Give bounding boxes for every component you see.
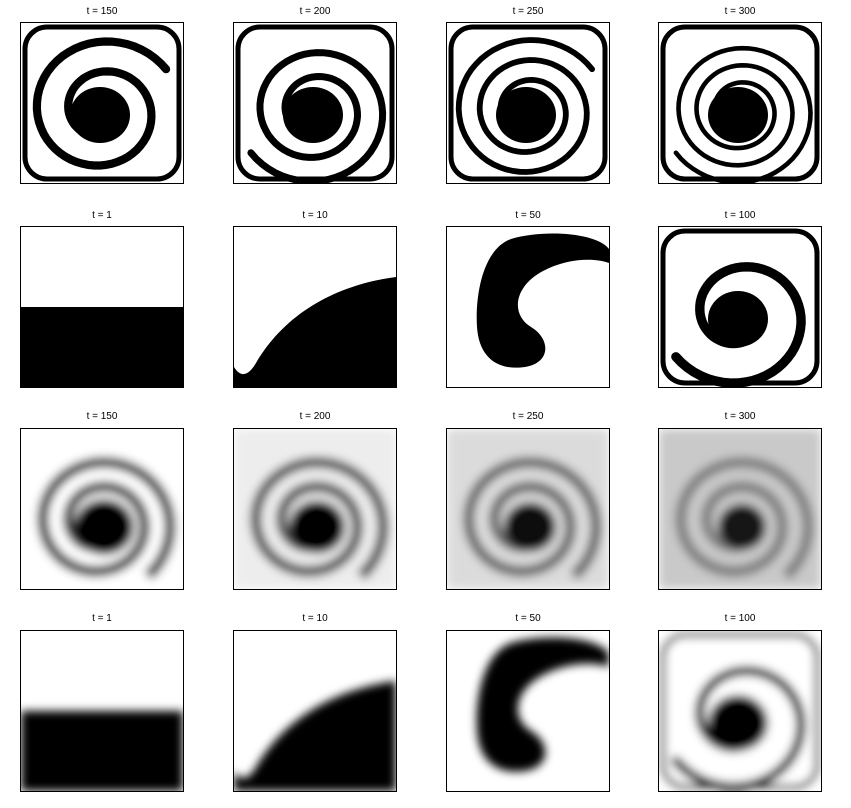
panel-title: t = 50 (515, 613, 541, 624)
panel-title: t = 150 (86, 6, 118, 17)
panel-title: t = 50 (515, 210, 541, 221)
dense-plume (476, 637, 609, 772)
panel-title: t = 1 (92, 210, 112, 221)
dense-front (234, 681, 396, 791)
simulation-panel (20, 630, 184, 792)
panel-title: t = 250 (512, 6, 544, 17)
spiral-core (496, 87, 556, 143)
simulation-panel (446, 428, 610, 590)
simulation-panel (20, 226, 184, 388)
simulation-panel (446, 22, 610, 184)
simulation-panel (233, 226, 397, 388)
dense-front (234, 277, 396, 387)
panel-title: t = 150 (86, 411, 118, 422)
panel-title: t = 200 (299, 411, 331, 422)
panel-title: t = 10 (302, 613, 328, 624)
spiral-core (708, 291, 768, 347)
outer-band (22, 24, 182, 182)
swirl-core (504, 502, 556, 552)
panel-title: t = 10 (302, 210, 328, 221)
dense-layer (21, 307, 183, 387)
simulation-panel (233, 630, 397, 792)
simulation-panel (658, 630, 822, 792)
outer-band (448, 24, 608, 182)
swirl-core (718, 503, 766, 551)
simulation-panel (233, 22, 397, 184)
spiral-core (70, 87, 130, 143)
outer-band (660, 632, 820, 790)
spiral-core (283, 87, 343, 143)
panel-title: t = 200 (299, 6, 331, 17)
outer-band (660, 24, 820, 182)
swirl-core (74, 499, 134, 555)
simulation-panel (233, 428, 397, 590)
simulation-panel (20, 428, 184, 590)
simulation-panel (20, 22, 184, 184)
dense-plume (476, 233, 609, 368)
panel-title: t = 250 (512, 411, 544, 422)
panel-title: t = 100 (724, 613, 756, 624)
spiral-core (708, 695, 768, 751)
spiral-core (708, 87, 768, 143)
panel-title: t = 1 (92, 613, 112, 624)
simulation-panel (658, 428, 822, 590)
simulation-panel (658, 22, 822, 184)
simulation-panel (446, 630, 610, 792)
outer-band (660, 228, 820, 386)
simulation-panel (658, 226, 822, 388)
panel-title: t = 100 (724, 210, 756, 221)
dense-layer (21, 711, 183, 791)
panel-title: t = 300 (724, 411, 756, 422)
simulation-panel (446, 226, 610, 388)
panel-title: t = 300 (724, 6, 756, 17)
outer-band (235, 24, 395, 182)
swirl-core (289, 500, 345, 554)
